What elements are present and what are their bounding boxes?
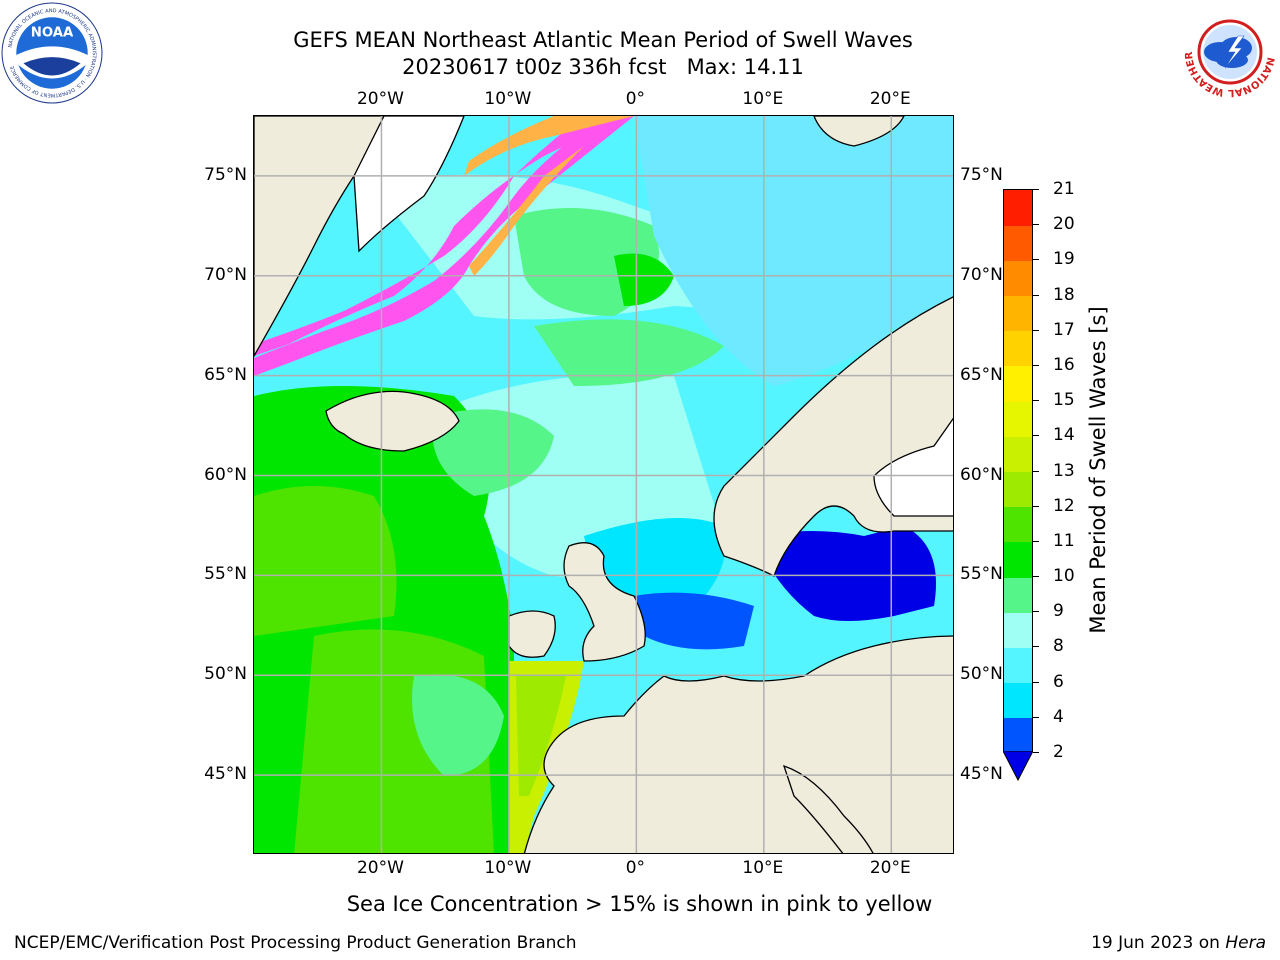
footer-date: 19 Jun 2023 on Hera — [1091, 932, 1266, 954]
nws-logo: NATIONAL WEATHER SERVICE — [1180, 2, 1278, 100]
lat-tick-label: 65°N — [960, 364, 1003, 385]
lon-tick-label: 0° — [625, 89, 646, 109]
colorbar-tick — [1033, 435, 1039, 437]
footer-credit: NCEP/EMC/Verification Post Processing Pr… — [14, 933, 577, 953]
map-canvas — [254, 116, 953, 853]
colorbar-segment — [1004, 225, 1032, 261]
colorbar-tick-label: 21 — [1053, 179, 1075, 199]
colorbar-tick — [1033, 611, 1039, 613]
colorbar-tick-label: 17 — [1053, 319, 1075, 340]
colorbar-tick-label: 18 — [1053, 284, 1075, 305]
colorbar-segment — [1004, 471, 1032, 508]
lon-tick-label: 20°W — [356, 858, 404, 878]
colorbar-tick — [1033, 329, 1039, 331]
lat-tick-label: 65°N — [204, 364, 247, 385]
colorbar-tick — [1033, 294, 1039, 296]
chart-title: GEFS MEAN Northeast Atlantic Mean Period… — [293, 28, 913, 52]
lat-tick-label: 75°N — [204, 164, 247, 185]
colorbar-segment — [1004, 577, 1032, 613]
colorbar-segment — [1004, 295, 1032, 332]
colorbar-segment — [1004, 717, 1032, 751]
lat-tick-label: 60°N — [204, 464, 247, 485]
lon-tick-label: 10°W — [484, 89, 532, 109]
noaa-logo-text: NOAA — [31, 26, 74, 41]
colorbar-tick — [1033, 364, 1039, 366]
lat-tick-label: 70°N — [960, 264, 1003, 285]
colorbar-tick-label: 13 — [1053, 460, 1075, 481]
colorbar-tick-label: 4 — [1053, 706, 1064, 727]
sea-ice-note: Sea Ice Concentration > 15% is shown in … — [346, 892, 933, 916]
colorbar-tick-label: 9 — [1053, 601, 1064, 622]
colorbar-tick — [1033, 189, 1039, 190]
colorbar-tick-label: 15 — [1053, 390, 1075, 411]
colorbar-tick — [1033, 470, 1039, 472]
colorbar-tick — [1033, 681, 1039, 683]
colorbar-segment — [1004, 647, 1032, 684]
map-gridlines — [254, 116, 953, 853]
colorbar-segment — [1004, 260, 1032, 297]
lat-tick-label: 70°N — [204, 264, 247, 285]
footer-date-text: 19 Jun 2023 on — [1091, 933, 1226, 953]
lat-tick-label: 45°N — [960, 764, 1003, 785]
colorbar-segment — [1004, 506, 1032, 543]
colorbar-segment — [1004, 436, 1032, 472]
colorbar-tick — [1033, 576, 1039, 578]
colorbar-tick-label: 8 — [1053, 636, 1064, 657]
colorbar-tick-label: 14 — [1053, 425, 1075, 446]
colorbar-tick — [1033, 716, 1039, 718]
colorbar — [1003, 189, 1033, 752]
lon-tick-label: 10°E — [742, 858, 784, 878]
lon-tick-label: 10°W — [484, 858, 532, 878]
colorbar-tick-label: 12 — [1053, 495, 1075, 516]
colorbar-segment — [1004, 682, 1032, 719]
colorbar-tick — [1033, 752, 1039, 753]
colorbar-segment — [1004, 401, 1032, 437]
lon-tick-label: 20°E — [869, 858, 911, 878]
colorbar-tick-label: 6 — [1053, 671, 1064, 692]
footer-machine: Hera — [1225, 933, 1266, 953]
lon-tick-label: 10°E — [742, 89, 784, 109]
colorbar-tick-label: 2 — [1053, 742, 1064, 762]
colorbar-tick-label: 11 — [1053, 530, 1075, 551]
lat-tick-label: 60°N — [960, 464, 1003, 485]
lat-tick-label: 50°N — [960, 664, 1003, 685]
lon-tick-label: 20°W — [356, 89, 404, 109]
colorbar-tick — [1033, 646, 1039, 648]
colorbar-tick — [1033, 505, 1039, 507]
colorbar-tick-label: 20 — [1053, 214, 1075, 235]
colorbar-tick-label: 10 — [1053, 566, 1075, 587]
lat-tick-label: 45°N — [204, 764, 247, 785]
lat-tick-label: 55°N — [204, 564, 247, 585]
colorbar-segment — [1004, 330, 1032, 367]
colorbar-tick-label: 16 — [1053, 354, 1075, 375]
colorbar-tick — [1033, 224, 1039, 226]
lat-tick-label: 55°N — [960, 564, 1003, 585]
colorbar-tick — [1033, 400, 1039, 402]
colorbar-under-triangle — [1003, 751, 1033, 781]
colorbar-tick — [1033, 540, 1039, 542]
lat-tick-label: 75°N — [960, 164, 1003, 185]
colorbar-label: Mean Period of Swell Waves [s] — [1086, 306, 1110, 634]
colorbar-tick — [1033, 259, 1039, 261]
colorbar-segment — [1004, 365, 1032, 402]
lat-tick-label: 50°N — [204, 664, 247, 685]
colorbar-segment — [1004, 190, 1032, 226]
lon-tick-label: 20°E — [869, 89, 911, 109]
colorbar-tick-label: 19 — [1053, 249, 1075, 270]
noaa-logo: NOAA NATIONAL OCEANIC AND ATMOSPHERIC AD… — [1, 2, 103, 104]
lon-tick-label: 0° — [625, 858, 646, 878]
chart-subtitle-line: 20230617 t00z 336h fcst Max: 14.11 — [402, 55, 804, 79]
colorbar-segment — [1004, 612, 1032, 648]
map-panel — [253, 115, 954, 854]
colorbar-segment — [1004, 541, 1032, 578]
